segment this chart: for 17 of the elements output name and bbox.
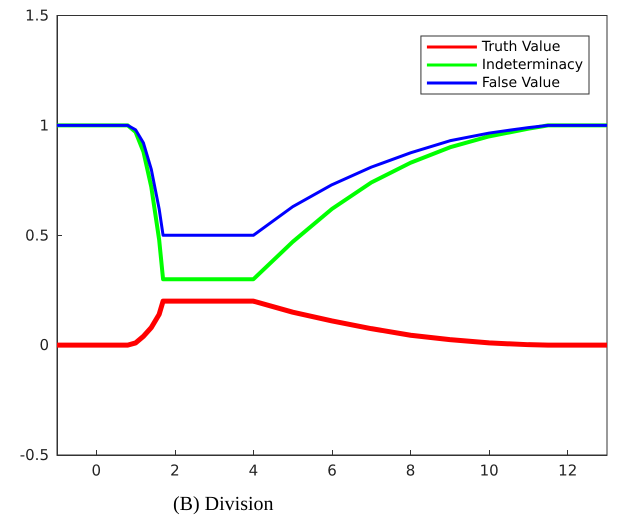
x-tick-label: 12 [558, 462, 578, 480]
y-tick-label: 0.5 [25, 226, 49, 244]
line-series [56, 124, 608, 237]
y-tick-label: 0 [39, 336, 49, 354]
legend-label: False Value [482, 75, 560, 91]
legend-label: Indeterminacy [482, 57, 583, 73]
x-tick-label: 0 [92, 462, 102, 480]
x-tick-label: 4 [248, 462, 258, 480]
x-tick-label: 2 [170, 462, 180, 480]
y-tick-label: -0.5 [20, 446, 49, 464]
y-tick-label: 1.5 [25, 6, 49, 24]
text: (B) Division [173, 493, 274, 515]
x-tick-label: 6 [327, 462, 337, 480]
y-tick-label: 1 [39, 116, 49, 134]
legend-label: Truth Value [480, 39, 560, 55]
x-tick-label: 8 [406, 462, 416, 480]
x-tick-label: 10 [480, 462, 499, 480]
